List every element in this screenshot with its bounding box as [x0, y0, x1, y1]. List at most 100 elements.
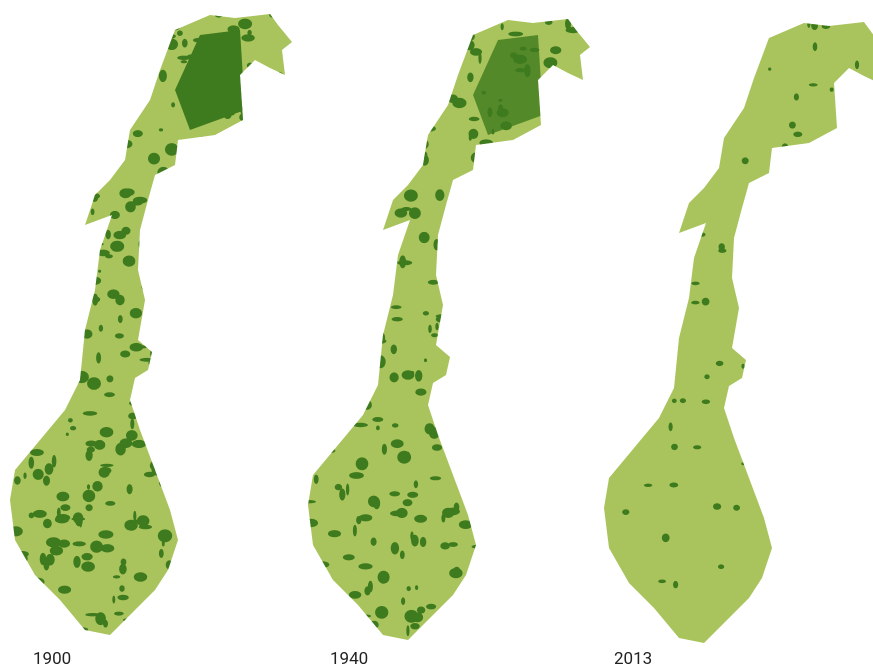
forest-patch [539, 498, 549, 510]
forest-patch [317, 83, 323, 90]
forest-patch [526, 441, 536, 455]
forest-patch [90, 540, 103, 553]
forest-patch [523, 264, 527, 271]
forest-patch [240, 600, 244, 605]
forest-patch [154, 211, 169, 223]
forest-patch [213, 392, 219, 405]
forest-patch [507, 439, 515, 445]
forest-patch [497, 566, 503, 575]
forest-patch [164, 248, 171, 255]
forest-patch [100, 544, 115, 553]
forest-patch [581, 595, 590, 606]
forest-patch [114, 611, 124, 616]
forest-patch [376, 425, 380, 431]
forest-patch [158, 69, 167, 83]
forest-patch [250, 595, 266, 602]
forest-patch [98, 467, 110, 478]
forest-patch [96, 352, 102, 364]
forest-patch [471, 544, 487, 549]
forest-patch [14, 116, 23, 129]
forest-patch [520, 548, 528, 560]
forest-patch [182, 38, 188, 48]
forest-patch [339, 241, 344, 246]
forest-patch [32, 468, 44, 480]
forest-patch [277, 321, 292, 330]
forest-patch [355, 270, 360, 276]
forest-patch [120, 350, 131, 358]
forest-patch [16, 136, 22, 145]
forest-patch [281, 126, 291, 137]
forest-patch [800, 322, 807, 331]
forest-patch [180, 217, 193, 222]
forest-patch [413, 52, 424, 58]
forest-patch [325, 270, 335, 278]
forest-patch [498, 450, 504, 462]
map-label: 2013 [614, 649, 652, 669]
forest-patch [123, 618, 132, 622]
forest-patch [165, 143, 179, 156]
forest-patch [609, 272, 614, 278]
forest-patch [77, 272, 87, 278]
forest-patch [62, 283, 75, 288]
forest-patch [239, 297, 255, 307]
forest-patch [546, 559, 554, 570]
forest-patch [44, 410, 54, 420]
forest-patch [357, 314, 366, 327]
forest-patch [265, 279, 274, 290]
forest-patch [194, 165, 199, 170]
forest-patch [511, 591, 521, 601]
forest-patch [253, 353, 268, 361]
forest-patch [653, 156, 657, 163]
forest-patch [572, 578, 580, 587]
forest-patch [362, 399, 372, 410]
forest-patch [416, 606, 426, 614]
forest-patch [110, 240, 125, 252]
forest-patch [768, 67, 772, 71]
forest-patch [122, 255, 136, 267]
forest-patch [396, 507, 408, 519]
forest-patch [128, 412, 138, 420]
forest-patch [188, 335, 194, 346]
forest-patch [148, 152, 160, 165]
forest-patch [53, 367, 59, 372]
forest-patch [42, 319, 47, 324]
forest-patch [484, 158, 495, 167]
forest-patch [318, 312, 326, 326]
forest-patch [558, 178, 565, 188]
forest-patch [129, 401, 135, 406]
forest-patch [741, 157, 749, 165]
forest-patch [195, 616, 204, 625]
forest-patch [390, 305, 402, 310]
forest-patch [334, 483, 343, 491]
forest-patch [148, 359, 161, 367]
forest-patch [129, 308, 142, 319]
forest-patch [604, 599, 609, 607]
forest-patch [478, 288, 489, 302]
forest-patch [313, 92, 322, 104]
forest-patch [369, 620, 379, 629]
forest-patch [472, 571, 478, 583]
forest-patch [129, 614, 138, 620]
forest-patch [427, 279, 439, 285]
forest-patch [213, 448, 228, 460]
forest-patch [364, 586, 371, 596]
forest-patch [467, 72, 474, 83]
forest-patch [246, 73, 253, 80]
forest-patch [814, 449, 821, 457]
forest-patch [263, 240, 274, 251]
forest-patch [126, 484, 133, 495]
forest-patch [260, 563, 268, 572]
forest-patch [160, 391, 175, 401]
forest-patch [248, 615, 254, 628]
forest-patch [348, 313, 356, 318]
forest-patch [87, 262, 95, 271]
forest-patch [415, 370, 423, 382]
forest-patch [106, 375, 114, 383]
forest-patch [157, 166, 170, 178]
forest-patch [656, 313, 660, 322]
forest-patch [436, 617, 443, 630]
forest-patch [257, 502, 263, 514]
forest-patch [773, 290, 781, 298]
forest-patch [43, 518, 52, 529]
forest-patch [141, 93, 151, 97]
